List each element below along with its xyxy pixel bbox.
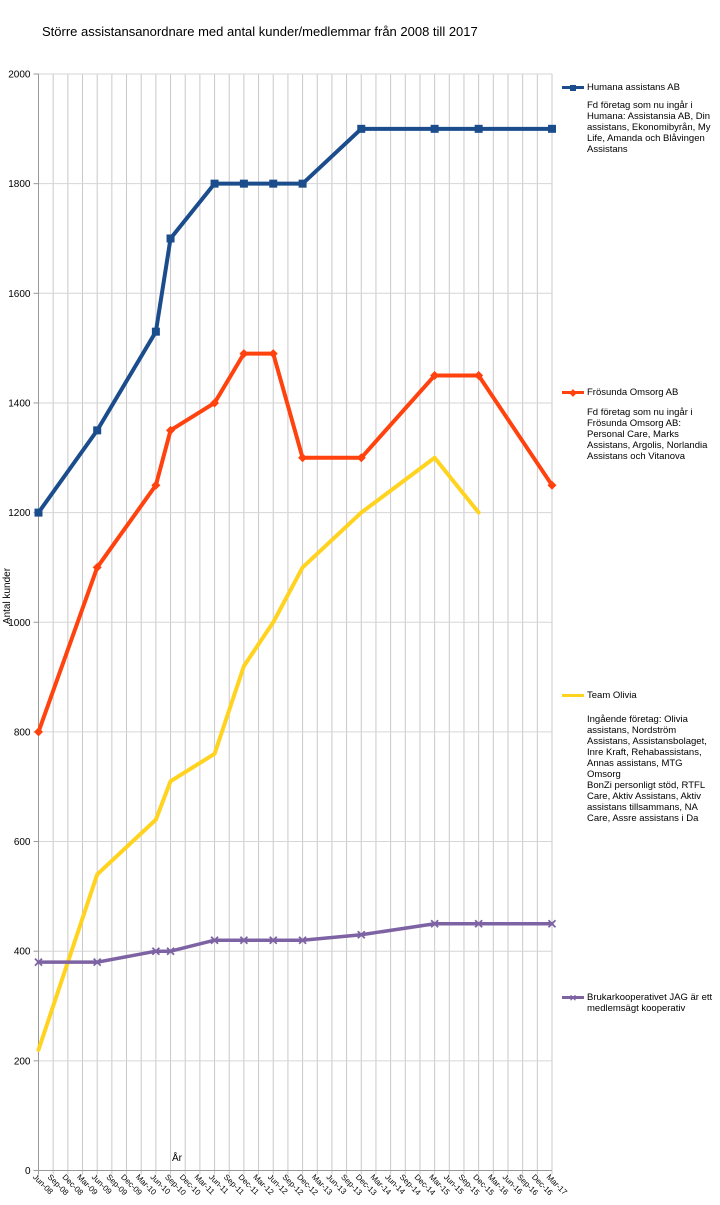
y-axis-tick-label: 1600 xyxy=(8,289,31,300)
legend-note-olivia: Ingående företag: Olivia assistans, Nord… xyxy=(587,714,707,824)
legend-swatch-olivia xyxy=(562,690,584,701)
data-point-marker xyxy=(166,234,175,243)
data-point-marker xyxy=(547,919,557,928)
data-point-marker xyxy=(151,947,161,956)
series-line-3 xyxy=(36,922,554,964)
legend-label-frosunda: Frösunda Omsorg AB xyxy=(587,387,679,398)
legend-entry-jag: ✕ Brukarkooperativet JAG är ett medlemsä… xyxy=(562,992,715,1021)
data-point-marker xyxy=(93,958,102,967)
data-point-marker xyxy=(34,508,43,517)
data-point-marker xyxy=(474,371,484,381)
legend-entry-frosunda: Frösunda Omsorg AB Fd företag som nu ing… xyxy=(562,387,715,462)
data-point-marker xyxy=(268,349,278,359)
data-point-marker xyxy=(151,480,161,490)
legend-swatch-frosunda xyxy=(562,387,584,398)
data-point-marker xyxy=(548,124,556,133)
y-axis-tick-label: 2000 xyxy=(8,70,31,81)
x-marker-icon: ✕ xyxy=(569,992,577,1003)
x-axis-title: År xyxy=(172,1153,182,1164)
legend-label-jag: Brukarkooperativet JAG är ett medlemsägt… xyxy=(587,992,713,1014)
data-point-marker xyxy=(430,371,440,381)
y-axis-tick-label: 800 xyxy=(14,727,31,738)
data-point-marker xyxy=(298,453,308,463)
data-point-marker xyxy=(298,179,307,188)
data-point-marker xyxy=(357,930,366,939)
data-point-marker xyxy=(210,936,219,945)
y-axis-tick-label: 1800 xyxy=(8,179,31,190)
data-point-marker xyxy=(430,124,439,133)
data-point-marker xyxy=(151,327,160,336)
y-axis-tick-label: 1000 xyxy=(8,618,31,629)
diamond-marker-icon xyxy=(569,388,577,397)
legend-entry-humana: Humana assistans AB Fd företag som nu in… xyxy=(562,82,715,155)
chart-title: Större assistansanordnare med antal kund… xyxy=(42,24,478,39)
data-point-marker xyxy=(92,562,102,572)
data-point-marker xyxy=(210,398,220,408)
data-point-marker xyxy=(239,179,248,188)
data-point-marker xyxy=(93,426,102,435)
line-marker-icon xyxy=(570,693,576,699)
data-point-marker xyxy=(34,958,43,967)
data-point-marker xyxy=(547,480,557,490)
y-axis-tick-label: 0 xyxy=(25,1166,31,1177)
data-point-marker xyxy=(166,425,176,435)
y-axis-tick-label: 1200 xyxy=(8,508,31,519)
legend-swatch-jag: ✕ xyxy=(562,992,584,1003)
data-point-marker xyxy=(474,124,483,133)
legend-entry-olivia: Team Olivia Ingående företag: Olivia ass… xyxy=(562,690,715,824)
data-point-marker xyxy=(166,947,175,956)
legend-label-olivia: Team Olivia xyxy=(587,690,637,701)
data-point-marker xyxy=(239,936,249,945)
square-marker-icon xyxy=(570,84,576,91)
data-point-marker xyxy=(239,349,249,359)
data-point-marker xyxy=(474,919,483,928)
data-point-marker xyxy=(34,727,43,737)
data-point-marker xyxy=(357,124,366,133)
data-point-marker xyxy=(269,179,278,188)
y-axis-tick-label: 200 xyxy=(14,1056,31,1067)
y-axis-tick-label: 400 xyxy=(14,947,31,958)
data-point-marker xyxy=(210,179,219,188)
data-point-marker xyxy=(356,453,366,463)
legend-note-humana: Fd företag som nu ingår i Humana: Assist… xyxy=(587,100,711,155)
y-axis-tick-label: 600 xyxy=(14,837,31,848)
series-line-2 xyxy=(36,455,481,1052)
legend-swatch-humana xyxy=(562,82,584,93)
legend-label-humana: Humana assistans AB xyxy=(587,82,680,93)
legend-note-frosunda: Fd företag som nu ingår i Frösunda Omsor… xyxy=(587,407,708,462)
data-point-marker xyxy=(298,936,307,945)
series-line-1 xyxy=(36,351,554,734)
series-line-0 xyxy=(36,126,554,515)
data-point-marker xyxy=(430,919,439,928)
y-axis-tick-label: 1400 xyxy=(8,398,31,409)
data-point-marker xyxy=(269,936,278,945)
